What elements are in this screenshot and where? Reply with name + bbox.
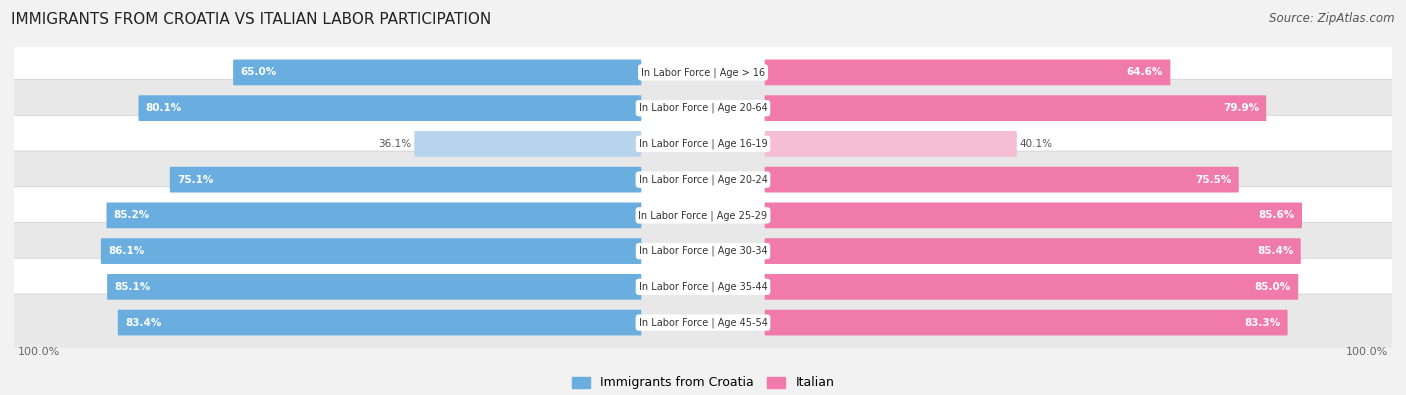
Text: In Labor Force | Age 30-34: In Labor Force | Age 30-34: [638, 246, 768, 256]
Text: In Labor Force | Age > 16: In Labor Force | Age > 16: [641, 67, 765, 78]
Text: Source: ZipAtlas.com: Source: ZipAtlas.com: [1270, 12, 1395, 25]
FancyBboxPatch shape: [170, 167, 641, 192]
FancyBboxPatch shape: [765, 131, 1017, 157]
FancyBboxPatch shape: [415, 131, 641, 157]
FancyBboxPatch shape: [765, 167, 1239, 192]
FancyBboxPatch shape: [13, 294, 1393, 351]
Text: In Labor Force | Age 20-64: In Labor Force | Age 20-64: [638, 103, 768, 113]
Text: 75.1%: 75.1%: [177, 175, 214, 184]
Text: 100.0%: 100.0%: [17, 347, 59, 357]
Text: 40.1%: 40.1%: [1019, 139, 1053, 149]
FancyBboxPatch shape: [13, 151, 1393, 208]
Text: 83.3%: 83.3%: [1244, 318, 1281, 327]
Text: IMMIGRANTS FROM CROATIA VS ITALIAN LABOR PARTICIPATION: IMMIGRANTS FROM CROATIA VS ITALIAN LABOR…: [11, 12, 492, 27]
FancyBboxPatch shape: [138, 95, 641, 121]
FancyBboxPatch shape: [765, 60, 1170, 85]
Text: 85.1%: 85.1%: [114, 282, 150, 292]
Text: 36.1%: 36.1%: [378, 139, 411, 149]
FancyBboxPatch shape: [13, 187, 1393, 244]
Text: 85.0%: 85.0%: [1254, 282, 1291, 292]
Legend: Immigrants from Croatia, Italian: Immigrants from Croatia, Italian: [572, 376, 834, 389]
Text: 85.4%: 85.4%: [1257, 246, 1294, 256]
Text: In Labor Force | Age 20-24: In Labor Force | Age 20-24: [638, 174, 768, 185]
FancyBboxPatch shape: [765, 95, 1267, 121]
FancyBboxPatch shape: [107, 203, 641, 228]
Text: 80.1%: 80.1%: [146, 103, 181, 113]
FancyBboxPatch shape: [765, 310, 1288, 335]
Text: In Labor Force | Age 16-19: In Labor Force | Age 16-19: [638, 139, 768, 149]
Text: 64.6%: 64.6%: [1126, 68, 1163, 77]
Text: 65.0%: 65.0%: [240, 68, 277, 77]
FancyBboxPatch shape: [13, 115, 1393, 173]
Text: 79.9%: 79.9%: [1223, 103, 1258, 113]
Text: In Labor Force | Age 35-44: In Labor Force | Age 35-44: [638, 282, 768, 292]
FancyBboxPatch shape: [13, 222, 1393, 280]
FancyBboxPatch shape: [765, 238, 1301, 264]
FancyBboxPatch shape: [13, 258, 1393, 316]
Text: 83.4%: 83.4%: [125, 318, 162, 327]
Text: In Labor Force | Age 45-54: In Labor Force | Age 45-54: [638, 317, 768, 328]
FancyBboxPatch shape: [107, 274, 641, 300]
Text: In Labor Force | Age 25-29: In Labor Force | Age 25-29: [638, 210, 768, 221]
FancyBboxPatch shape: [233, 60, 641, 85]
FancyBboxPatch shape: [118, 310, 641, 335]
FancyBboxPatch shape: [13, 44, 1393, 101]
Text: 86.1%: 86.1%: [108, 246, 145, 256]
FancyBboxPatch shape: [101, 238, 641, 264]
FancyBboxPatch shape: [13, 79, 1393, 137]
Text: 75.5%: 75.5%: [1195, 175, 1232, 184]
Text: 100.0%: 100.0%: [1347, 347, 1389, 357]
FancyBboxPatch shape: [765, 274, 1298, 300]
Text: 85.2%: 85.2%: [114, 211, 150, 220]
Text: 85.6%: 85.6%: [1258, 211, 1295, 220]
FancyBboxPatch shape: [765, 203, 1302, 228]
